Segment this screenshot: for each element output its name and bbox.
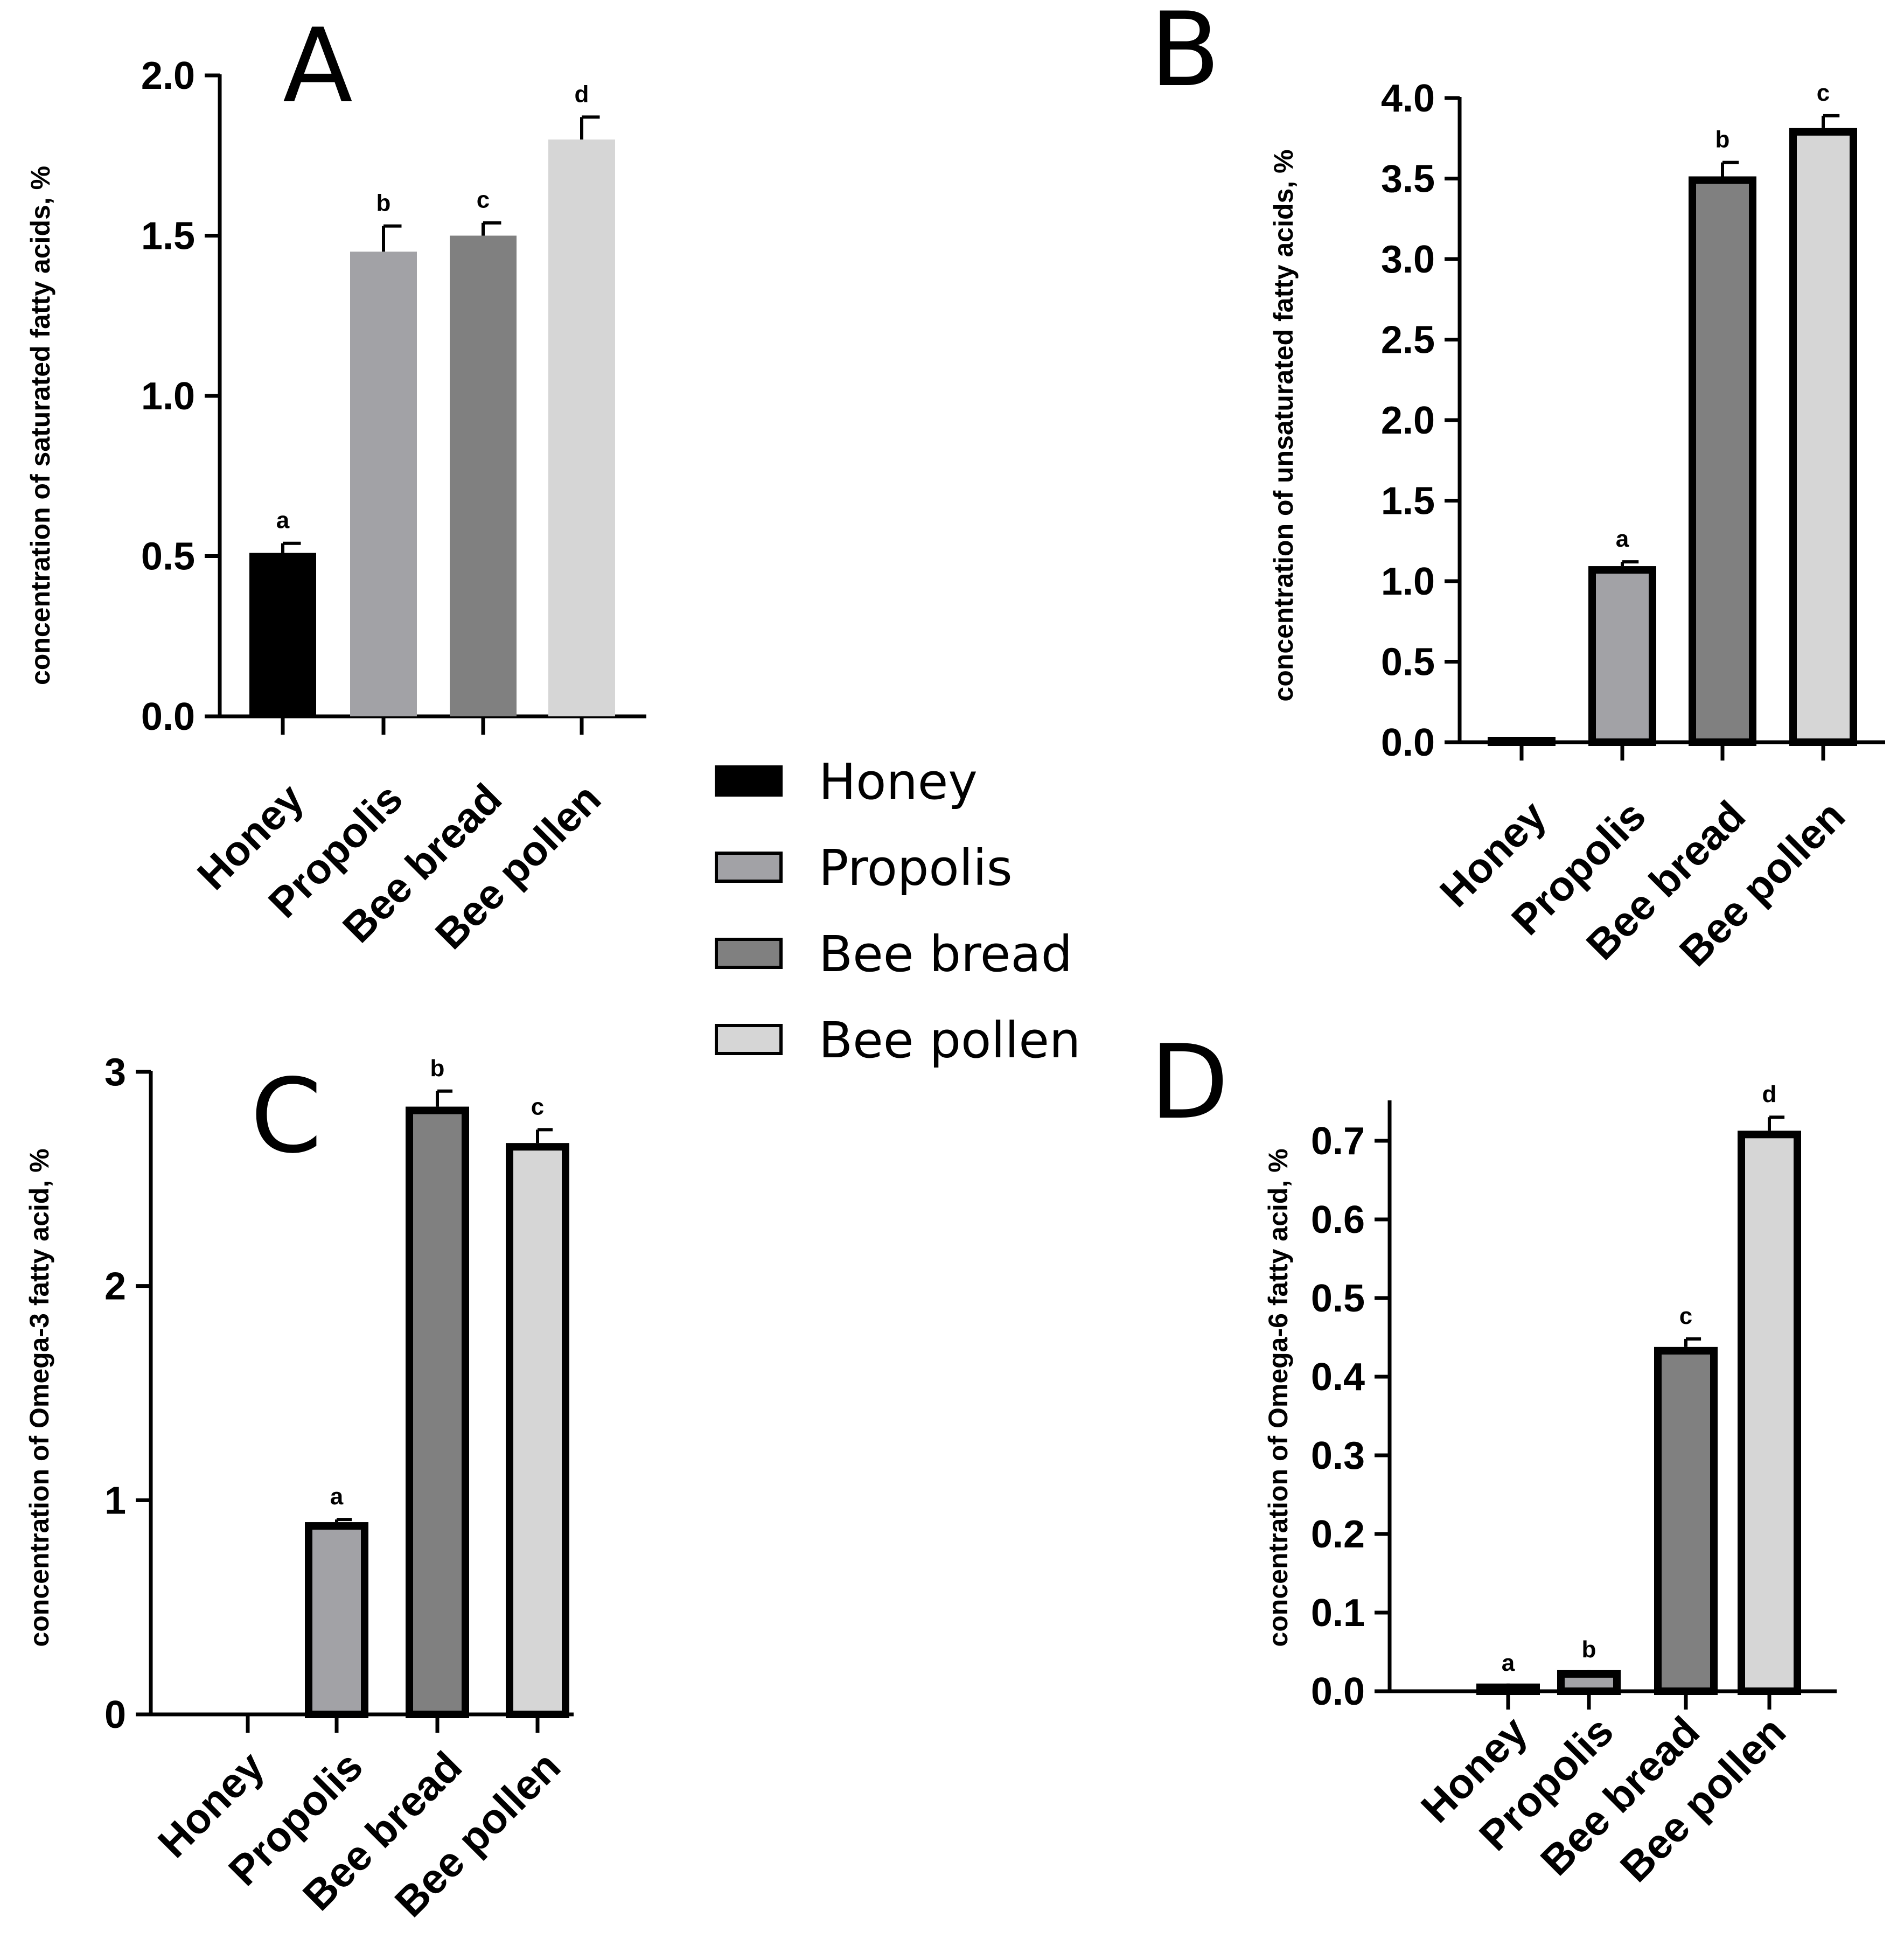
panel-c-significance-bee-pollen: c [531, 1093, 544, 1120]
panel-b-bar-honey [1488, 737, 1556, 747]
panel-a-bar-bee-pollen [548, 140, 615, 716]
panel-a-y-tick-label: 0.5 [141, 535, 195, 578]
panel-b-significance-bee-bread: b [1715, 127, 1730, 153]
panel-d-significance-bee-pollen: d [1762, 1081, 1777, 1107]
panel-b-plot: 0.0 0.5 1.0 1.5 2.0 2.5 3.0 3.5 4.0 a b c [1381, 77, 1885, 764]
panel-b-axis-title-group: concentration of unsaturated fatty acids… [1268, 149, 1299, 701]
panel-d-plot: 0.0 0.1 0.2 0.3 0.4 0.5 0.6 0.7 a b c d [1311, 1081, 1837, 1713]
panel-a-axis-title-group: concentration of saturated fatty acids, … [25, 166, 55, 685]
panel-b-y-axis-title: concentration of unsaturated fatty acids… [1268, 149, 1299, 701]
panel-d-y-tick-label: 0.4 [1311, 1356, 1365, 1399]
panel-a-letter: A [283, 6, 353, 125]
panel-d-y-tick-label: 0.2 [1311, 1513, 1365, 1556]
panel-b-y-tick-label: 1.5 [1381, 480, 1435, 523]
legend-swatch-bee-bread [715, 938, 783, 969]
panel-b-y-tick-label: 4.0 [1381, 77, 1435, 120]
panel-b-bar-bee-bread [1689, 176, 1756, 746]
panel-d-bar-bee-pollen [1738, 1131, 1801, 1696]
panel-a-bar-bee-bread [450, 235, 517, 716]
panel-d-y-tick-label: 0.7 [1311, 1120, 1365, 1163]
panel-d: D concentration of Omega-6 fatty acid, %… [1150, 1023, 1837, 1891]
panel-c-significance-bee-bread: b [430, 1055, 445, 1082]
panel-d-y-tick-label: 0.3 [1311, 1434, 1365, 1477]
panel-c-bar-bee-pollen [506, 1143, 569, 1718]
panel-c-significance-propolis: a [330, 1483, 344, 1510]
panel-b-significance-propolis: a [1616, 526, 1629, 552]
panel-d-significance-honey: a [1502, 1650, 1515, 1676]
panel-c-y-axis-title: concentration of Omega-3 fatty acid, % [24, 1148, 54, 1647]
panel-a-bar-propolis [350, 252, 417, 716]
legend-label-bee-pollen: Bee pollen [819, 1012, 1080, 1069]
panel-d-significance-propolis: b [1582, 1636, 1596, 1663]
panel-a-y-axis-title: concentration of saturated fatty acids, … [25, 166, 55, 685]
panel-d-bar-propolis [1557, 1670, 1621, 1695]
panel-b-significance-bee-pollen: c [1817, 80, 1830, 106]
panel-d-bar-honey [1476, 1683, 1540, 1695]
panel-b-y-tick-label: 0.5 [1381, 641, 1435, 684]
panel-c-bar-bee-bread [406, 1106, 469, 1719]
panel-c-y-tick-label: 2 [104, 1265, 126, 1308]
panel-a-significance-bee-pollen: d [575, 81, 589, 107]
legend-label-bee-bread: Bee bread [819, 925, 1072, 983]
panel-c-letter: C [250, 1057, 322, 1176]
panel-c-bar-propolis [305, 1522, 368, 1718]
panel-c-y-tick-label: 0 [104, 1693, 126, 1736]
panel-b: B concentration of unsaturated fatty aci… [1150, 0, 1885, 975]
panel-d-x-labels: Honey Propolis Bee bread Bee pollen [1412, 1707, 1795, 1891]
panel-c: C concentration of Omega-3 fatty acid, %… [24, 1051, 574, 1926]
panel-b-y-tick-label: 2.0 [1381, 399, 1435, 442]
panel-a-y-tick-label: 1.0 [141, 375, 195, 418]
panel-c-y-tick-label: 1 [104, 1479, 126, 1522]
panel-d-axis-title-group: concentration of Omega-6 fatty acid, % [1263, 1148, 1293, 1647]
legend: Honey Propolis Bee bread Bee pollen [715, 753, 1080, 1069]
panel-b-x-labels: Honey Propolis Bee bread Bee pollen [1431, 792, 1854, 975]
panel-d-y-axis-title: concentration of Omega-6 fatty acid, % [1263, 1148, 1293, 1647]
panel-a-y-tick-label: 2.0 [141, 54, 195, 97]
panel-a-significance-bee-bread: c [477, 187, 490, 213]
panel-a-plot: 0.0 0.5 1.0 1.5 2.0 a b c d [141, 54, 646, 738]
panel-b-letter: B [1150, 0, 1220, 109]
panel-a-significance-honey: a [276, 507, 290, 534]
panel-d-y-tick-label: 0.1 [1311, 1592, 1365, 1635]
panel-d-y-tick-label: 0.6 [1311, 1198, 1365, 1241]
panel-b-y-tick-label: 3.0 [1381, 238, 1435, 281]
panel-a: A concentration of saturated fatty acids… [25, 6, 646, 958]
legend-swatch-propolis [715, 852, 783, 883]
panel-b-y-tick-label: 1.0 [1381, 560, 1435, 603]
panel-a-bar-honey [249, 553, 316, 716]
legend-label-honey: Honey [819, 753, 978, 811]
panel-b-y-tick-label: 3.5 [1381, 158, 1435, 201]
panel-b-y-tick-label: 0.0 [1381, 721, 1435, 764]
panel-c-x-labels: Honey Propolis Bee bread Bee pollen [149, 1742, 569, 1926]
panel-a-x-labels: Honey Propolis Bee bread Bee pollen [188, 775, 610, 958]
panel-d-significance-bee-bread: c [1679, 1303, 1692, 1329]
panel-c-y-tick-label: 3 [104, 1051, 126, 1094]
panel-b-bar-bee-pollen [1789, 128, 1857, 746]
panel-c-axis-title-group: concentration of Omega-3 fatty acid, % [24, 1148, 54, 1647]
panel-d-y-tick-label: 0.5 [1311, 1277, 1365, 1320]
panel-b-y-tick-label: 2.5 [1381, 319, 1435, 362]
legend-swatch-bee-pollen [715, 1024, 783, 1055]
panel-a-significance-propolis: b [376, 190, 391, 217]
panel-c-plot: 0 1 2 3 a b c [104, 1051, 574, 1736]
panel-b-bar-propolis [1588, 566, 1656, 746]
legend-swatch-honey [715, 765, 783, 797]
panel-d-bar-bee-bread [1654, 1347, 1718, 1696]
panel-a-y-tick-label: 1.5 [141, 215, 195, 258]
legend-label-propolis: Propolis [819, 839, 1013, 897]
panel-d-letter: D [1150, 1023, 1229, 1142]
panel-a-y-tick-label: 0.0 [141, 695, 195, 738]
panel-d-y-tick-label: 0.0 [1311, 1670, 1365, 1713]
